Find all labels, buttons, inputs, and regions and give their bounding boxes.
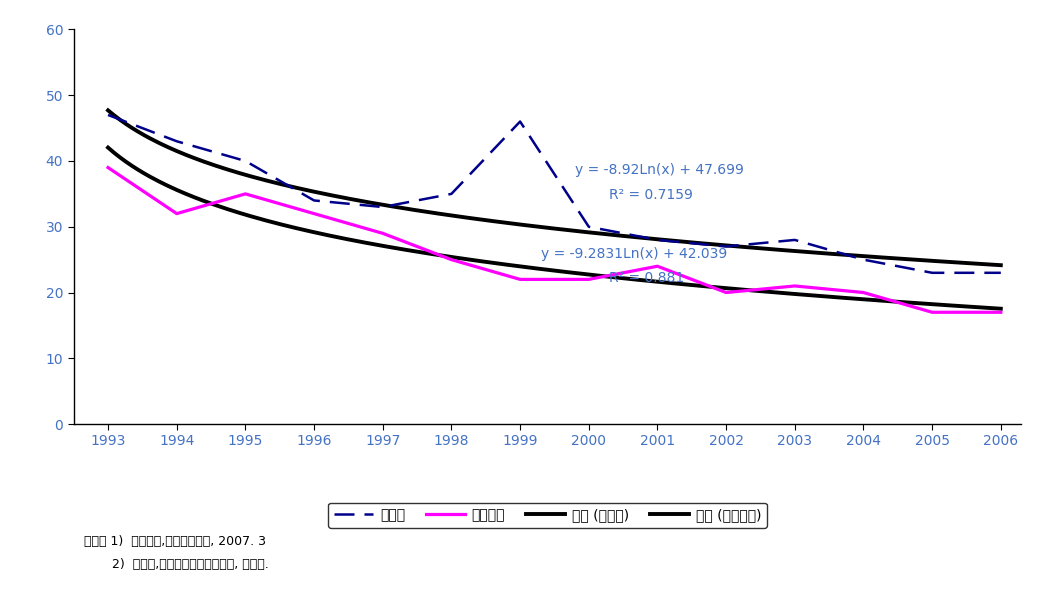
Text: R² = 0.881: R² = 0.881 — [610, 270, 684, 284]
Text: 2)  통계청,『경제활동인구조사』, 각년도.: 2) 통계청,『경제활동인구조사』, 각년도. — [84, 558, 269, 571]
Text: y = -9.2831Ln(x) + 42.039: y = -9.2831Ln(x) + 42.039 — [540, 247, 727, 261]
Text: 자료： 1)  한국은행,『국민계정』, 2007. 3: 자료： 1) 한국은행,『국민계정』, 2007. 3 — [84, 535, 266, 548]
Legend: 자동차, 기타운송, 로그 (자동차), 로그 (기타운송): 자동차, 기타운송, 로그 (자동차), 로그 (기타운송) — [329, 502, 767, 528]
Text: R² = 0.7159: R² = 0.7159 — [610, 188, 693, 202]
Text: y = -8.92Ln(x) + 47.699: y = -8.92Ln(x) + 47.699 — [575, 163, 743, 177]
